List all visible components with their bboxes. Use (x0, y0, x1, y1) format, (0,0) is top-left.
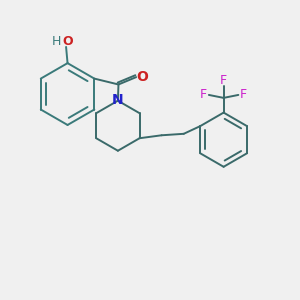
Text: N: N (112, 93, 124, 107)
Text: O: O (137, 70, 148, 83)
Text: F: F (240, 88, 247, 101)
Text: H: H (52, 35, 61, 48)
Text: F: F (200, 88, 207, 101)
Text: F: F (220, 74, 227, 87)
Text: O: O (62, 35, 73, 48)
